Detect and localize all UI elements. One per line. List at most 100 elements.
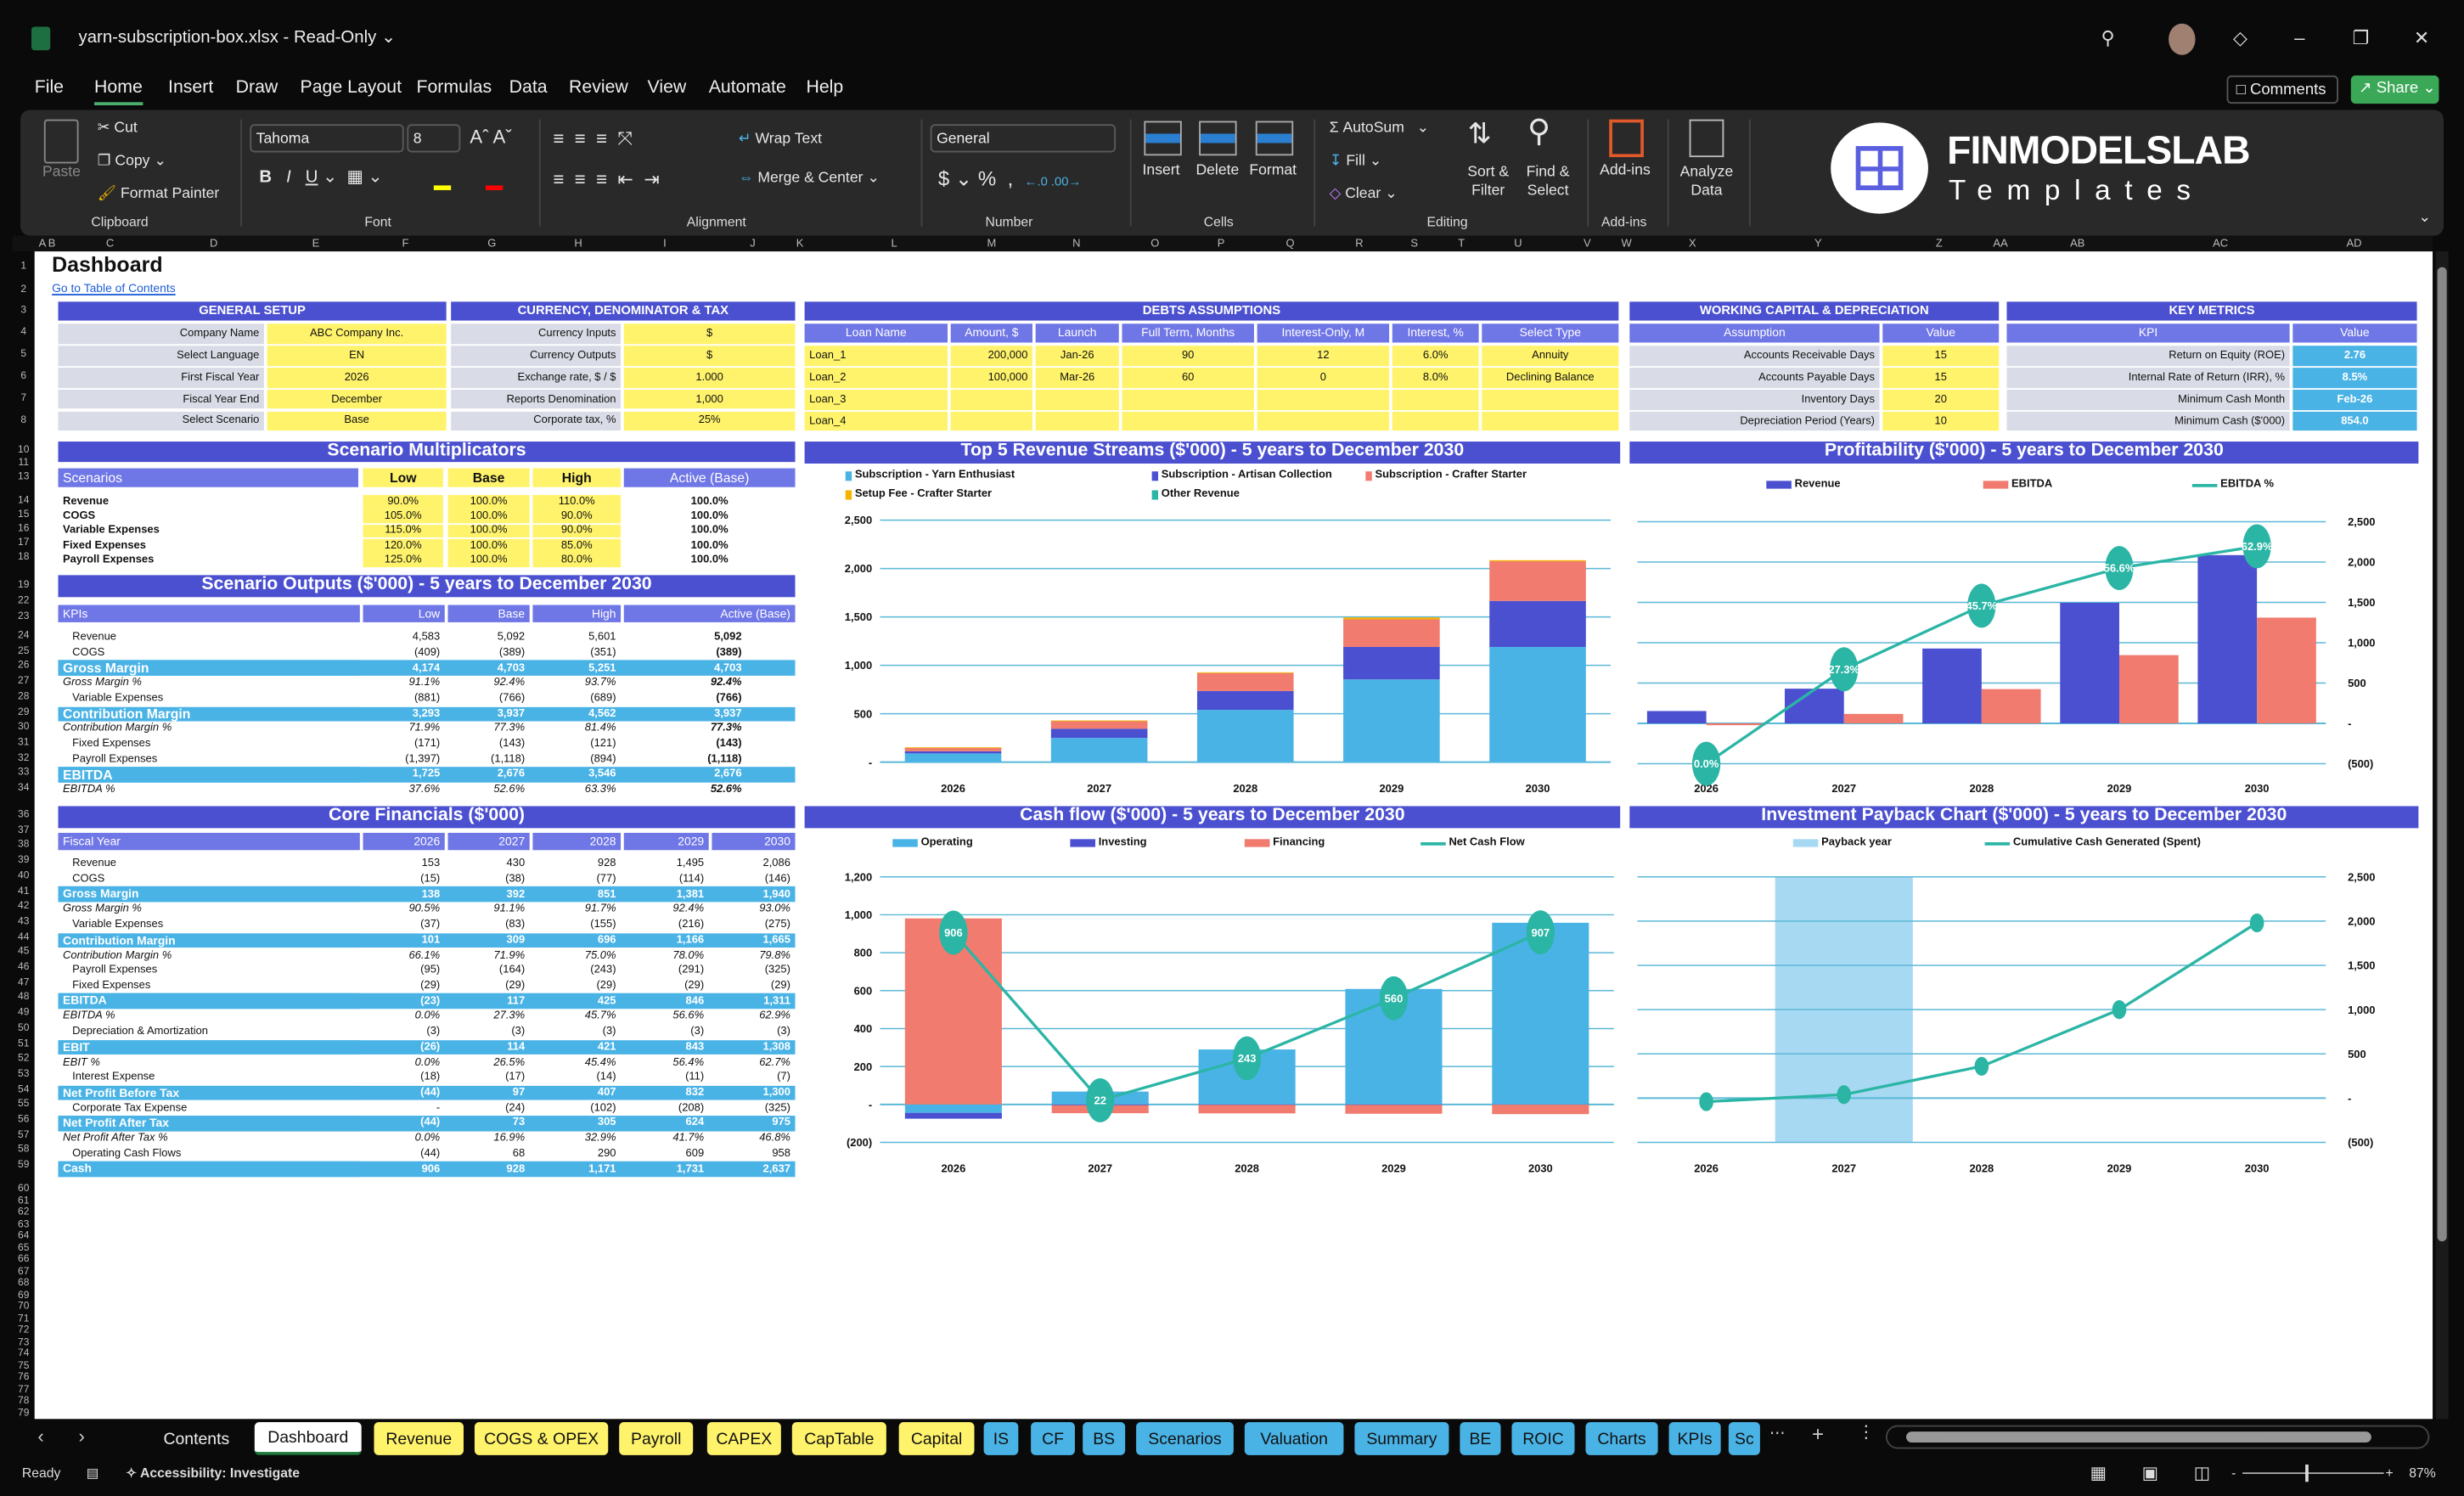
row-header[interactable]: 41 [18, 885, 30, 897]
row-header[interactable]: 63 [18, 1218, 30, 1230]
row-header[interactable]: 30 [18, 721, 30, 733]
addins-icon[interactable] [1609, 119, 1644, 158]
scenario-multiplier[interactable]: 90.0% [532, 509, 622, 524]
menu-tab-view[interactable]: View [647, 78, 687, 98]
sheet-tab-cf[interactable]: CF [1031, 1421, 1075, 1455]
column-header[interactable]: U [1514, 239, 1522, 250]
sheet-tab-cogs-opex[interactable]: COGS & OPEX [474, 1421, 609, 1455]
sheet-tab-scenarios[interactable]: Scenarios [1136, 1421, 1234, 1455]
zoom-slider-thumb[interactable] [2305, 1464, 2309, 1482]
page-layout-view-icon[interactable]: ▣ [2141, 1464, 2158, 1484]
column-header[interactable]: Q [1285, 239, 1295, 250]
sheet-tab-captable[interactable]: CapTable [791, 1421, 886, 1455]
debts-cell[interactable] [1035, 411, 1119, 432]
column-header[interactable]: V [1583, 239, 1591, 250]
legend-item[interactable]: Subscription - Crafter Starter [1365, 470, 1527, 481]
alignment-icons[interactable]: ≡ ≡ ≡ ⤧ [553, 127, 633, 149]
addins-button[interactable]: Add-ins [1600, 161, 1651, 179]
sheet-tab-valuation[interactable]: Valuation [1244, 1421, 1344, 1455]
legend-item[interactable]: EBITDA [1983, 479, 2052, 490]
debts-cell[interactable]: 60 [1122, 367, 1254, 388]
increase-font-icon[interactable]: Aˆ Aˇ [470, 126, 512, 148]
row-header[interactable]: 8 [20, 414, 27, 426]
currency-value[interactable]: 1,000 [623, 389, 796, 410]
row-header[interactable]: 55 [18, 1099, 30, 1111]
scenario-multiplier[interactable]: 120.0% [363, 538, 443, 553]
working_capital-value[interactable]: 20 [1882, 389, 2000, 410]
row-header[interactable]: 15 [18, 509, 30, 520]
legend-item[interactable]: Revenue [1766, 479, 1841, 490]
debts-cell[interactable] [1257, 389, 1390, 410]
column-header[interactable]: H [574, 239, 582, 250]
debts-cell[interactable] [950, 389, 1032, 410]
scenario-multiplier[interactable]: 90.0% [532, 524, 622, 538]
toc-link[interactable]: Go to Table of Contents [52, 281, 176, 295]
avatar[interactable] [2169, 23, 2196, 55]
legend-item[interactable]: Other Revenue [1151, 489, 1240, 500]
row-header[interactable]: 42 [18, 900, 30, 912]
debts-cell[interactable] [1035, 389, 1119, 410]
general_setup-value[interactable]: 2026 [267, 367, 447, 388]
debts-cell[interactable] [1482, 411, 1619, 432]
sheet-tab-capex[interactable]: CAPEX [706, 1421, 781, 1455]
accessibility-button[interactable]: ✧ Accessibility: Investigate [126, 1465, 300, 1480]
row-header[interactable]: 47 [18, 976, 30, 988]
row-header[interactable]: 65 [18, 1242, 30, 1254]
normal-view-icon[interactable]: ▦ [2090, 1464, 2107, 1484]
debts-cell[interactable] [1482, 389, 1619, 410]
column-header[interactable]: C [105, 239, 115, 250]
share-button[interactable]: ↗ Share ⌄ [2350, 75, 2439, 104]
align-indent-icons[interactable]: ≡ ≡ ≡ ⇤ ⇥ [553, 168, 660, 190]
column-header[interactable]: R [1355, 239, 1364, 250]
general_setup-value[interactable]: EN [267, 345, 447, 366]
insert-button[interactable]: Insert [1142, 161, 1180, 179]
row-header[interactable]: 19 [18, 579, 30, 591]
debts-cell[interactable] [1392, 411, 1479, 432]
sheet-tab-dashboard[interactable]: Dashboard [254, 1421, 362, 1455]
column-header[interactable]: Y [1814, 239, 1822, 250]
minimize-icon[interactable]: – [2294, 26, 2305, 49]
row-header[interactable]: 54 [18, 1083, 30, 1095]
debts-cell[interactable]: 6.0% [1392, 346, 1479, 366]
debts-cell[interactable]: Mar-26 [1035, 367, 1119, 388]
add-sheet-icon[interactable]: + [1811, 1421, 1825, 1446]
debts-cell[interactable]: 90 [1122, 346, 1254, 366]
macro-icon[interactable]: ▤ [86, 1464, 99, 1481]
row-header[interactable]: 27 [18, 676, 30, 687]
font-color-icon[interactable] [485, 185, 503, 190]
sort-filter-button[interactable]: Sort & Filter [1467, 163, 1510, 200]
debts-cell[interactable]: Annuity [1482, 346, 1619, 366]
column-header[interactable]: E [312, 239, 320, 250]
row-header[interactable]: 64 [18, 1230, 30, 1242]
row-header[interactable]: 61 [18, 1195, 30, 1206]
menu-tab-formulas[interactable]: Formulas [416, 78, 492, 98]
scenario-multiplier[interactable]: 115.0% [363, 524, 443, 538]
currency-value[interactable]: $ [623, 345, 796, 366]
row-header[interactable]: 7 [20, 392, 27, 404]
debts-cell[interactable]: Loan_2 [804, 367, 948, 388]
debts-cell[interactable]: Loan_3 [804, 389, 948, 410]
row-header[interactable]: 57 [18, 1129, 30, 1141]
debts-cell[interactable]: 0 [1257, 367, 1390, 388]
scenario-multiplier[interactable]: 110.0% [532, 495, 622, 509]
legend-item[interactable]: Payback year [1792, 837, 1892, 848]
diamond-icon[interactable]: ◇ [2232, 26, 2248, 49]
row-header[interactable]: 49 [18, 1007, 30, 1019]
legend-item[interactable]: Cumulative Cash Generated (Spent) [1984, 837, 2201, 848]
column-header[interactable]: AD [2346, 239, 2362, 250]
legend-item[interactable]: Setup Fee - Crafter Starter [845, 489, 992, 500]
column-header[interactable]: J [750, 239, 756, 250]
menu-tab-review[interactable]: Review [568, 78, 628, 98]
bold-italic-underline-icons[interactable]: B I U ⌄ ▦ ⌄ [259, 168, 383, 188]
currency-value[interactable]: 1.000 [623, 367, 796, 388]
debts-cell[interactable] [1122, 411, 1254, 432]
merge-center-button[interactable]: ⇔ Merge & Center ⌄ [738, 169, 880, 188]
currency-value[interactable]: $ [623, 323, 796, 344]
general_setup-value[interactable]: Base [267, 411, 447, 431]
row-header[interactable]: 73 [18, 1336, 30, 1348]
page-break-view-icon[interactable]: ◫ [2193, 1464, 2210, 1484]
scenario-multiplier[interactable]: 90.0% [363, 495, 443, 509]
debts-cell[interactable] [950, 411, 1032, 432]
row-header[interactable]: 11 [18, 457, 30, 469]
row-header[interactable]: 26 [18, 661, 30, 672]
